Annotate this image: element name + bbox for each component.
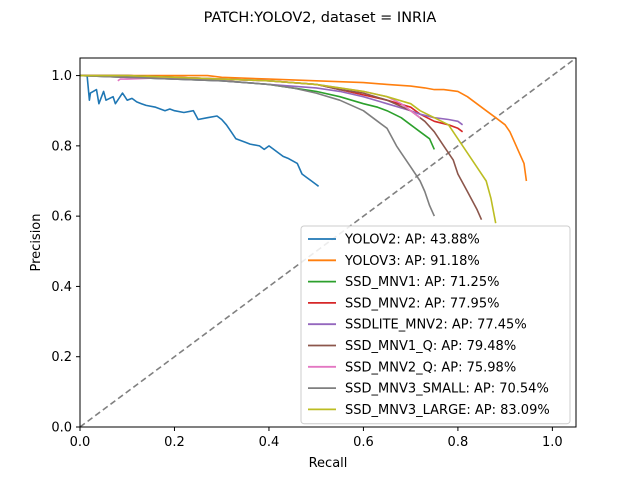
x-tick-label: 0.8 xyxy=(448,435,469,450)
legend-entry-0: YOLOV2: AP: 43.88% xyxy=(344,233,480,248)
legend-box xyxy=(300,225,571,425)
series-line-5 xyxy=(80,74,483,221)
y-axis-label: Precision xyxy=(29,213,44,271)
series-line-1 xyxy=(80,74,528,182)
x-tick-label: 0.4 xyxy=(259,435,280,450)
x-tick-label: 1.0 xyxy=(542,435,563,450)
y-tick-label: 0.4 xyxy=(51,280,72,295)
legend-entry-7: SSD_MNV3_SMALL: AP: 70.54% xyxy=(345,382,549,397)
axis-ticks: 0.0 0.2 0.4 0.6 0.8 1.0 0.0 0.2 0.4 0.6 0.8 1.0 xyxy=(51,69,562,450)
series-line-2 xyxy=(80,74,436,150)
y-tick-label: 0.0 xyxy=(51,421,72,436)
legend-entry-5: SSD_MNV1_Q: AP: 79.48% xyxy=(345,339,516,354)
chart-title: PATCH:YOLOV2, dataset = INRIA xyxy=(204,10,437,26)
y-tick-label: 0.6 xyxy=(51,210,72,225)
legend-entry-6: SSD_MNV2_Q: AP: 75.98% xyxy=(345,360,516,375)
y-tick-label: 0.8 xyxy=(51,139,72,154)
series-line-8 xyxy=(80,74,497,224)
legend-entry-1: YOLOV3: AP: 91.18% xyxy=(344,254,480,269)
legend-entry-8: SSD_MNV3_LARGE: AP: 83.09% xyxy=(345,403,550,418)
legend-entry-3: SSD_MNV2: AP: 77.95% xyxy=(345,296,499,311)
y-tick-label: 1.0 xyxy=(51,69,72,84)
x-axis-label: Recall xyxy=(309,456,348,471)
series-line-7 xyxy=(80,74,436,217)
legend-entry-2: SSD_MNV1: AP: 71.25% xyxy=(345,275,499,290)
chart-legend: YOLOV2: AP: 43.88% YOLOV3: AP: 91.18% SSD_… xyxy=(300,225,571,425)
x-tick-label: 0.2 xyxy=(164,435,185,450)
plot-area-frame xyxy=(79,57,577,428)
x-tick-label: 0.0 xyxy=(70,435,91,450)
legend-entry-4: SSDLITE_MNV2: AP: 77.45% xyxy=(345,318,527,333)
series-line-0 xyxy=(80,74,320,187)
x-tick-label: 0.6 xyxy=(353,435,374,450)
y-tick-label: 0.2 xyxy=(51,350,72,365)
series-line-4 xyxy=(80,74,464,126)
